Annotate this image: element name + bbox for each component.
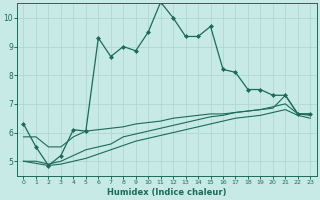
X-axis label: Humidex (Indice chaleur): Humidex (Indice chaleur) xyxy=(107,188,227,197)
